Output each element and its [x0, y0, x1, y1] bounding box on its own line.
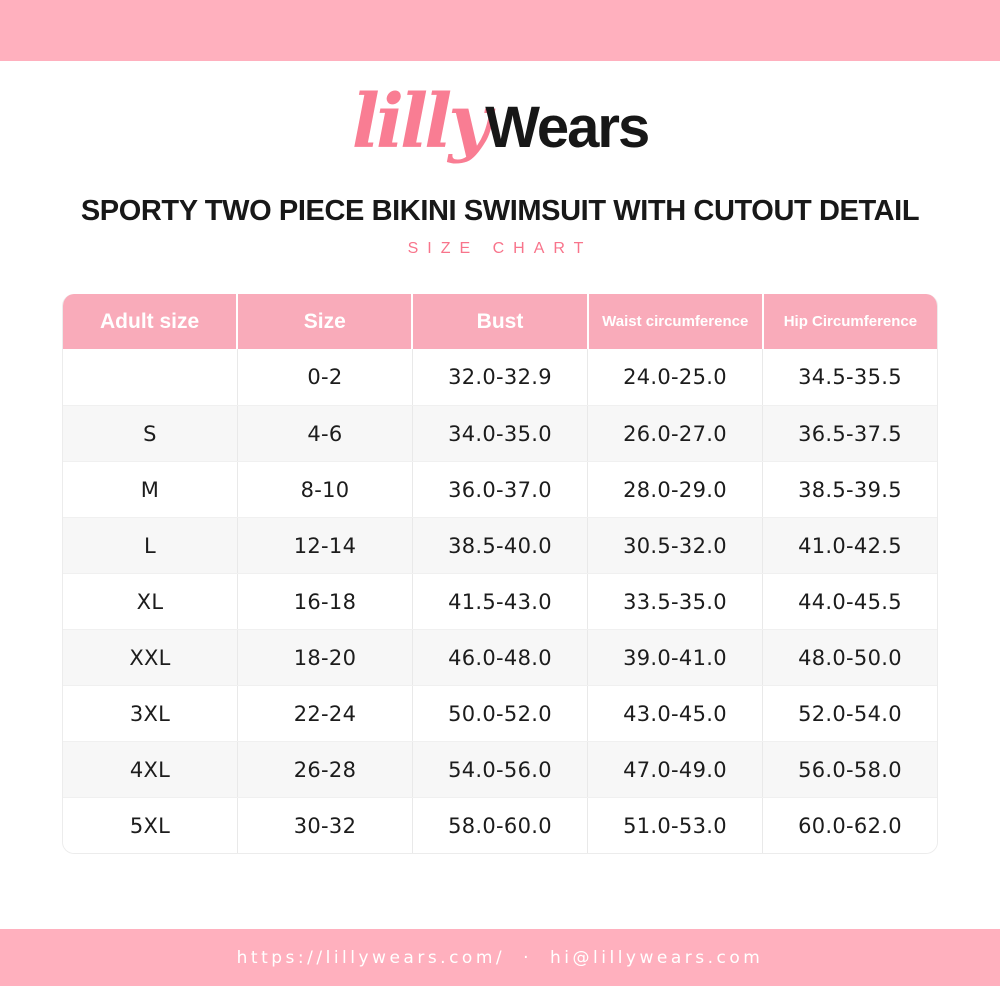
table-cell: 0-2: [237, 349, 412, 405]
table-cell: 38.5-39.5: [762, 462, 937, 517]
email-link[interactable]: hi@lillywears.com: [550, 947, 764, 968]
table-cell: 34.5-35.5: [762, 349, 937, 405]
table-row: M 8-10 36.0-37.0 28.0-29.0 38.5-39.5: [63, 461, 937, 517]
column-header: Adult size: [100, 309, 200, 333]
logo-text-wears: Wears: [485, 95, 650, 160]
table-cell: 28.0-29.0: [587, 462, 762, 517]
table-cell: 34.0-35.0: [412, 406, 587, 461]
table-cell: 26.0-27.0: [587, 406, 762, 461]
top-banner: [0, 0, 1000, 61]
table-row: 0-2 32.0-32.9 24.0-25.0 34.5-35.5: [63, 349, 937, 405]
table-row: 4XL 26-28 54.0-56.0 47.0-49.0 56.0-58.0: [63, 741, 937, 797]
table-cell: 5XL: [129, 813, 171, 838]
table-cell: 39.0-41.0: [587, 630, 762, 685]
table-row: 5XL 30-32 58.0-60.0 51.0-53.0 60.0-62.0: [63, 797, 937, 853]
table-row: 3XL 22-24 50.0-52.0 43.0-45.0 52.0-54.0: [63, 685, 937, 741]
table-cell: 4XL: [129, 757, 171, 782]
table-cell: 30.5-32.0: [587, 518, 762, 573]
table-cell: 46.0-48.0: [412, 630, 587, 685]
table-cell: 58.0-60.0: [412, 798, 587, 853]
table-cell: 33.5-35.0: [587, 574, 762, 629]
table-cell: 41.5-43.0: [412, 574, 587, 629]
table-cell: 24.0-25.0: [587, 349, 762, 405]
table-cell: 47.0-49.0: [587, 742, 762, 797]
table-row: S 4-6 34.0-35.0 26.0-27.0 36.5-37.5: [63, 405, 937, 461]
table-cell: 16-18: [237, 574, 412, 629]
size-chart-label: SIZE CHART: [407, 240, 593, 257]
table-cell: 36.0-37.0: [412, 462, 587, 517]
size-table-header: Adult size Size Bust Waist circumference Hip…: [63, 294, 937, 349]
column-header: Size: [236, 294, 411, 349]
page-title: SPORTY TWO PIECE BIKINI SWIMSUIT WITH CU…: [80, 195, 920, 227]
table-cell: M: [140, 477, 160, 502]
size-table: Adult size Size Bust Waist circumference Hip…: [62, 294, 938, 854]
separator-dot: ·: [523, 947, 533, 968]
table-cell: 51.0-53.0: [587, 798, 762, 853]
table-cell: [63, 349, 237, 405]
column-header: Waist circumference: [586, 294, 762, 349]
table-row: L 12-14 38.5-40.0 30.5-32.0 41.0-42.5: [63, 517, 937, 573]
table-cell: 52.0-54.0: [762, 686, 937, 741]
table-cell: XL: [136, 589, 164, 614]
footer-banner: https://lillywears.com/ · hi@lillywears.…: [0, 929, 1000, 986]
table-cell: 12-14: [237, 518, 412, 573]
table-cell: 41.0-42.5: [762, 518, 937, 573]
table-cell: 56.0-58.0: [762, 742, 937, 797]
table-cell: 8-10: [237, 462, 412, 517]
table-cell: 38.5-40.0: [412, 518, 587, 573]
column-header: Bust: [411, 294, 586, 349]
table-cell: 50.0-52.0: [412, 686, 587, 741]
table-cell: L: [144, 533, 156, 558]
table-cell: 44.0-45.5: [762, 574, 937, 629]
table-cell: 43.0-45.0: [587, 686, 762, 741]
table-cell: 18-20: [237, 630, 412, 685]
table-cell: S: [143, 421, 157, 446]
table-cell: 30-32: [237, 798, 412, 853]
brand-logo: lilly Wears: [0, 85, 1000, 185]
table-cell: 22-24: [237, 686, 412, 741]
table-row: XL 16-18 41.5-43.0 33.5-35.0 44.0-45.5: [63, 573, 937, 629]
table-cell: 54.0-56.0: [412, 742, 587, 797]
size-table-body: 0-2 32.0-32.9 24.0-25.0 34.5-35.5 S 4-6 34.0-3…: [63, 349, 937, 853]
table-cell: 48.0-50.0: [762, 630, 937, 685]
table-cell: 4-6: [237, 406, 412, 461]
table-cell: 32.0-32.9: [412, 349, 587, 405]
table-row: XXL 18-20 46.0-48.0 39.0-41.0 48.0-50.0: [63, 629, 937, 685]
table-cell: 36.5-37.5: [762, 406, 937, 461]
table-cell: 60.0-62.0: [762, 798, 937, 853]
logo-text-lilly: lilly: [351, 79, 491, 165]
table-cell: 3XL: [129, 701, 171, 726]
column-header: Hip Circumference: [761, 294, 937, 349]
table-cell: 26-28: [237, 742, 412, 797]
table-cell: XXL: [129, 645, 171, 670]
website-link[interactable]: https://lillywears.com/: [236, 947, 506, 968]
